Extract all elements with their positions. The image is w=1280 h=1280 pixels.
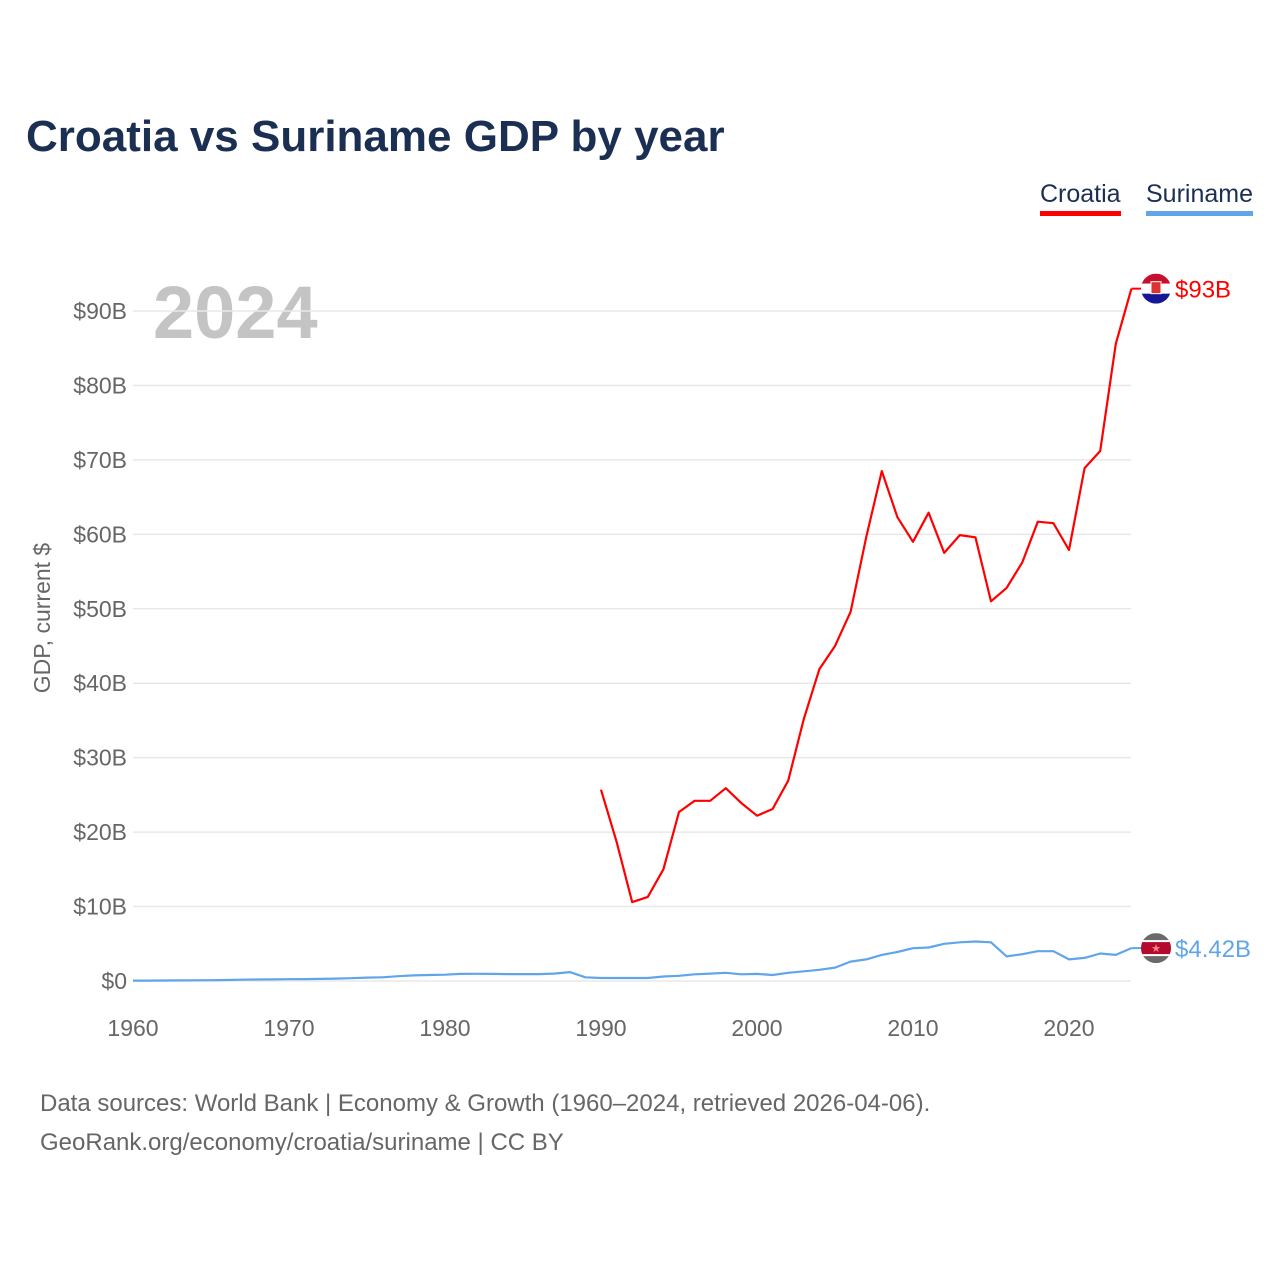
legend-croatia[interactable]: Croatia xyxy=(1040,180,1121,216)
y-tick-label: $20B xyxy=(73,819,127,845)
y-tick-label: $40B xyxy=(73,670,127,696)
attribution-link[interactable]: GeoRank.org/economy/croatia/suriname | C… xyxy=(40,1129,564,1156)
chart-title: Croatia vs Suriname GDP by year xyxy=(26,112,725,161)
svg-text:★: ★ xyxy=(1151,943,1161,955)
y-tick-label: $70B xyxy=(73,447,127,473)
source-text: Data sources: World Bank | Economy & Gro… xyxy=(40,1090,931,1117)
y-tick-label: $90B xyxy=(73,298,127,324)
y-tick-label: $50B xyxy=(73,596,127,622)
x-tick-label: 1980 xyxy=(419,1015,470,1041)
x-tick-label: 2000 xyxy=(731,1015,782,1041)
series-line-suriname xyxy=(133,940,1132,982)
y-tick-label: $60B xyxy=(73,521,127,547)
x-tick-label: 1970 xyxy=(263,1015,314,1041)
x-tick-label: 1960 xyxy=(107,1015,158,1041)
legend-suriname[interactable]: Suriname xyxy=(1146,180,1253,216)
x-tick-label: 1990 xyxy=(575,1015,626,1041)
y-tick-label: $0 xyxy=(101,968,127,994)
series-line-croatia xyxy=(599,288,1133,904)
year-watermark: 2024 xyxy=(153,271,318,354)
y-tick-label: $10B xyxy=(73,894,127,920)
x-tick-label: 2020 xyxy=(1043,1015,1094,1041)
y-axis-label: GDP, current $ xyxy=(29,543,55,694)
suriname-flag-icon: ★ xyxy=(1141,933,1171,964)
croatia-flag-icon xyxy=(1141,273,1171,304)
end-value-label-croatia: $93B xyxy=(1175,277,1231,304)
end-value-label-suriname: $4.42B xyxy=(1175,936,1251,963)
x-tick-label: 2010 xyxy=(887,1015,938,1041)
y-tick-label: $80B xyxy=(73,372,127,398)
footer: Data sources: World Bank | Economy & Gro… xyxy=(40,1084,930,1162)
y-tick-label: $30B xyxy=(73,745,127,771)
